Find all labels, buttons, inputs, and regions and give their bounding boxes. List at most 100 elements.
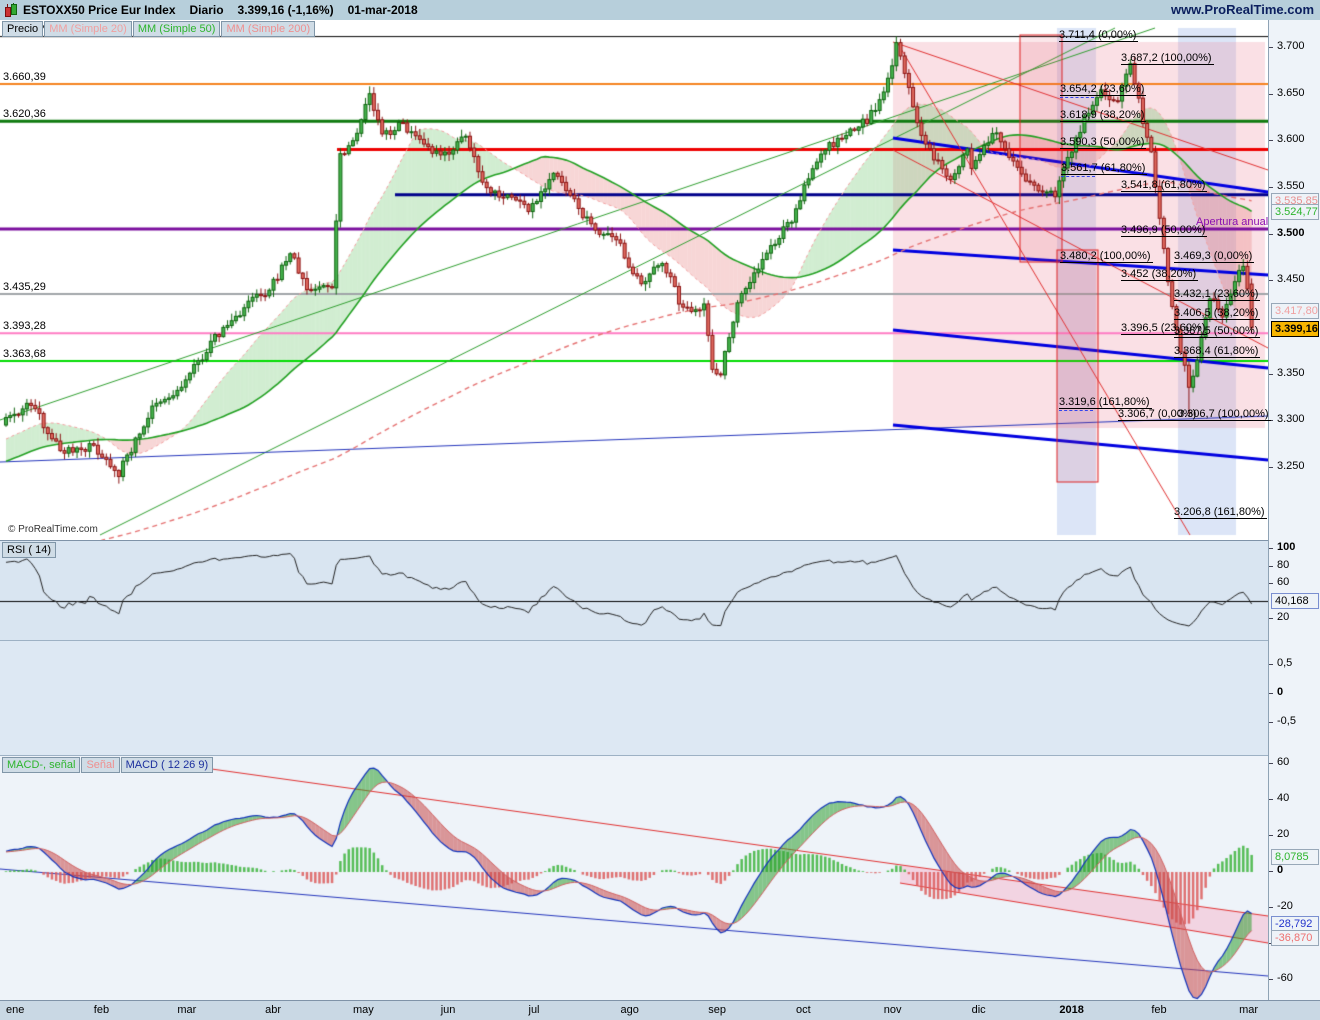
fib-level-label: 3.480,2 (100,00%) <box>1060 250 1153 263</box>
price-axis-value-box: 3.399,16 <box>1271 320 1319 337</box>
legend-chip-mm50[interactable]: MM (Simple 50) <box>132 21 221 37</box>
fib-level-label: 3.306,7 (100,00%) <box>1178 408 1271 421</box>
axis-tick-mark <box>1269 233 1273 235</box>
price-axis-tick: 3.300 <box>1277 413 1305 426</box>
price-axis-tick: 3.350 <box>1277 366 1305 379</box>
time-axis-month-label: abr <box>265 1004 282 1016</box>
fib-level-label: 3.618,9 (38,20%) <box>1060 109 1147 122</box>
axis-tick-mark <box>1269 722 1273 723</box>
macd-axis-tick: 40 <box>1277 792 1290 804</box>
symbol-title: ESTOXX50 Price Eur Index <box>23 3 176 17</box>
axis-tick-mark <box>1269 548 1273 549</box>
macd-axis-tick: -20 <box>1277 900 1293 912</box>
rsi-panel: RSI ( 14) <box>0 540 1268 641</box>
watermark: © ProRealTime.com <box>8 524 98 535</box>
macd-value-box: -28,792 <box>1271 915 1319 932</box>
indicator-axis-tick: 0,5 <box>1277 657 1293 669</box>
axis-tick-mark <box>1269 93 1273 95</box>
fib-level-label: 3.206,8 (161,80%) <box>1174 506 1267 519</box>
time-axis-month-label: sep <box>708 1004 726 1016</box>
time-axis-month-label: 2018 <box>1059 1004 1084 1016</box>
macd-signal-chip[interactable]: Señal <box>81 757 120 773</box>
macd-main-chip[interactable]: MACD ( 12 26 9) <box>120 757 214 773</box>
price-axis-tick: 3.250 <box>1277 459 1305 472</box>
axis-tick-mark <box>1269 618 1273 619</box>
time-axis-month-label: jul <box>528 1004 540 1016</box>
axis-tick-mark <box>1269 664 1273 665</box>
axis-tick-mark <box>1269 466 1273 468</box>
fib-level-label: 3.561,7 (61,80%) <box>1061 162 1148 177</box>
price-axis-tick: 3.600 <box>1277 133 1305 146</box>
indicator-axis-tick: 0 <box>1277 686 1284 698</box>
axis-tick-mark <box>1269 583 1273 584</box>
last-price-change: 3.399,16 (-1,16%) <box>237 3 334 17</box>
rsi-label-chip[interactable]: RSI ( 14) <box>2 542 57 558</box>
timeframe-label: Diario <box>189 3 224 17</box>
axis-tick-mark <box>1269 420 1273 422</box>
fib-level-label: 3.406,5 (38,20%) <box>1174 307 1261 320</box>
fib-level-label: 3.387,5 (50,00%) <box>1174 325 1261 338</box>
axis-tick-mark <box>1269 763 1273 764</box>
rsi-axis-tick: 20 <box>1277 611 1290 623</box>
fib-level-label: 3.452 (38,20%) <box>1121 268 1199 281</box>
time-axis-month-label: ago <box>620 1004 639 1016</box>
fib-level-label: 3.469,3 (0,00%) <box>1174 250 1255 263</box>
price-axis-tick: 3.700 <box>1277 40 1305 52</box>
time-axis-month-label: oct <box>796 1004 811 1016</box>
fib-level-label: 3.396,5 (23,60%) <box>1121 322 1208 335</box>
rsi-legend: RSI ( 14) <box>2 542 57 558</box>
time-axis-month-label: dic <box>971 1004 986 1016</box>
macd-axis-tick: 20 <box>1277 828 1290 840</box>
rsi-value-box: 40,168 <box>1271 593 1319 610</box>
price-axis-tick: 3.500 <box>1277 226 1305 239</box>
rsi-axis-tick: 80 <box>1277 558 1290 571</box>
fib-level-label: 3.432,1 (23,60%) <box>1174 288 1261 301</box>
price-axis[interactable]: 3.700 3.650 3.600 3.550 3.500 3.450 3.350 3.300… <box>1268 20 1320 1000</box>
axis-tick-mark <box>1269 871 1273 872</box>
macd-value-box: -36,870 <box>1271 930 1319 947</box>
axis-tick-mark <box>1269 693 1273 694</box>
indicator-axis-tick: -0,5 <box>1277 715 1296 727</box>
time-axis-month-label: mar <box>177 1004 197 1016</box>
axis-tick-mark <box>1269 47 1273 48</box>
price-axis-value-box: 3.417,80 <box>1271 303 1319 320</box>
legend-chip-mm20[interactable]: MM (Simple 20) <box>44 21 132 37</box>
rsi-axis-tick: 100 <box>1277 541 1296 553</box>
fib-level-label: 3.541,8 (61,80%) <box>1121 179 1208 192</box>
fib-level-label: 3.306,7 (0,00%) <box>1118 408 1199 421</box>
legend-chip-mm200[interactable]: MM (Simple 200) <box>221 21 316 37</box>
price-level-label: 3.363,68 <box>3 347 46 360</box>
rsi-canvas[interactable] <box>0 541 1268 641</box>
price-level-label: 3.393,28 <box>3 320 46 333</box>
time-axis-month-label: feb <box>1151 1004 1167 1016</box>
time-axis-month-label: ene <box>6 1004 25 1016</box>
legend-chip-precio[interactable]: Precio <box>2 21 44 37</box>
empty-indicator-panel[interactable] <box>0 640 1268 756</box>
axis-tick-mark <box>1269 280 1273 282</box>
macd-hist-chip[interactable]: MACD-, señal <box>2 757 81 773</box>
time-axis-month-label: jun <box>440 1004 456 1016</box>
fib-level-label: 3.654,2 (23,60%) <box>1060 83 1147 98</box>
axis-tick-mark <box>1269 799 1273 800</box>
fib-level-label: 3.590,3 (50,00%) <box>1060 136 1147 149</box>
macd-axis-tick: -60 <box>1277 972 1293 984</box>
macd-legend: MACD-, señal Señal MACD ( 12 26 9) <box>2 757 214 773</box>
macd-canvas[interactable] <box>0 756 1268 1001</box>
time-axis-month-label: may <box>352 1004 374 1016</box>
date-label: 01-mar-2018 <box>347 3 418 17</box>
axis-tick-mark <box>1269 565 1273 567</box>
time-axis[interactable]: ene feb mar abr may jun jul ago sep oct nov dic 2018… <box>0 1000 1320 1020</box>
fib-level-label: 3.687,2 (100,00%) <box>1121 52 1214 65</box>
axis-tick-mark <box>1269 979 1273 980</box>
time-axis-month-label: mar <box>1239 1004 1259 1016</box>
price-chart-canvas[interactable] <box>0 20 1268 540</box>
candlestick-icon <box>3 3 17 17</box>
price-axis-tick: 3.650 <box>1277 86 1305 99</box>
macd-panel: MACD-, señal Señal MACD ( 12 26 9) <box>0 755 1268 1001</box>
fib-level-label: 3.496,9 (50,00%) <box>1121 224 1208 237</box>
price-axis-tick: 3.450 <box>1277 273 1305 286</box>
title-bar: ESTOXX50 Price Eur Index Diario 3.399,16… <box>0 0 1320 21</box>
site-link[interactable]: www.ProRealTime.com <box>1170 2 1314 17</box>
rsi-axis-tick: 60 <box>1277 576 1290 588</box>
